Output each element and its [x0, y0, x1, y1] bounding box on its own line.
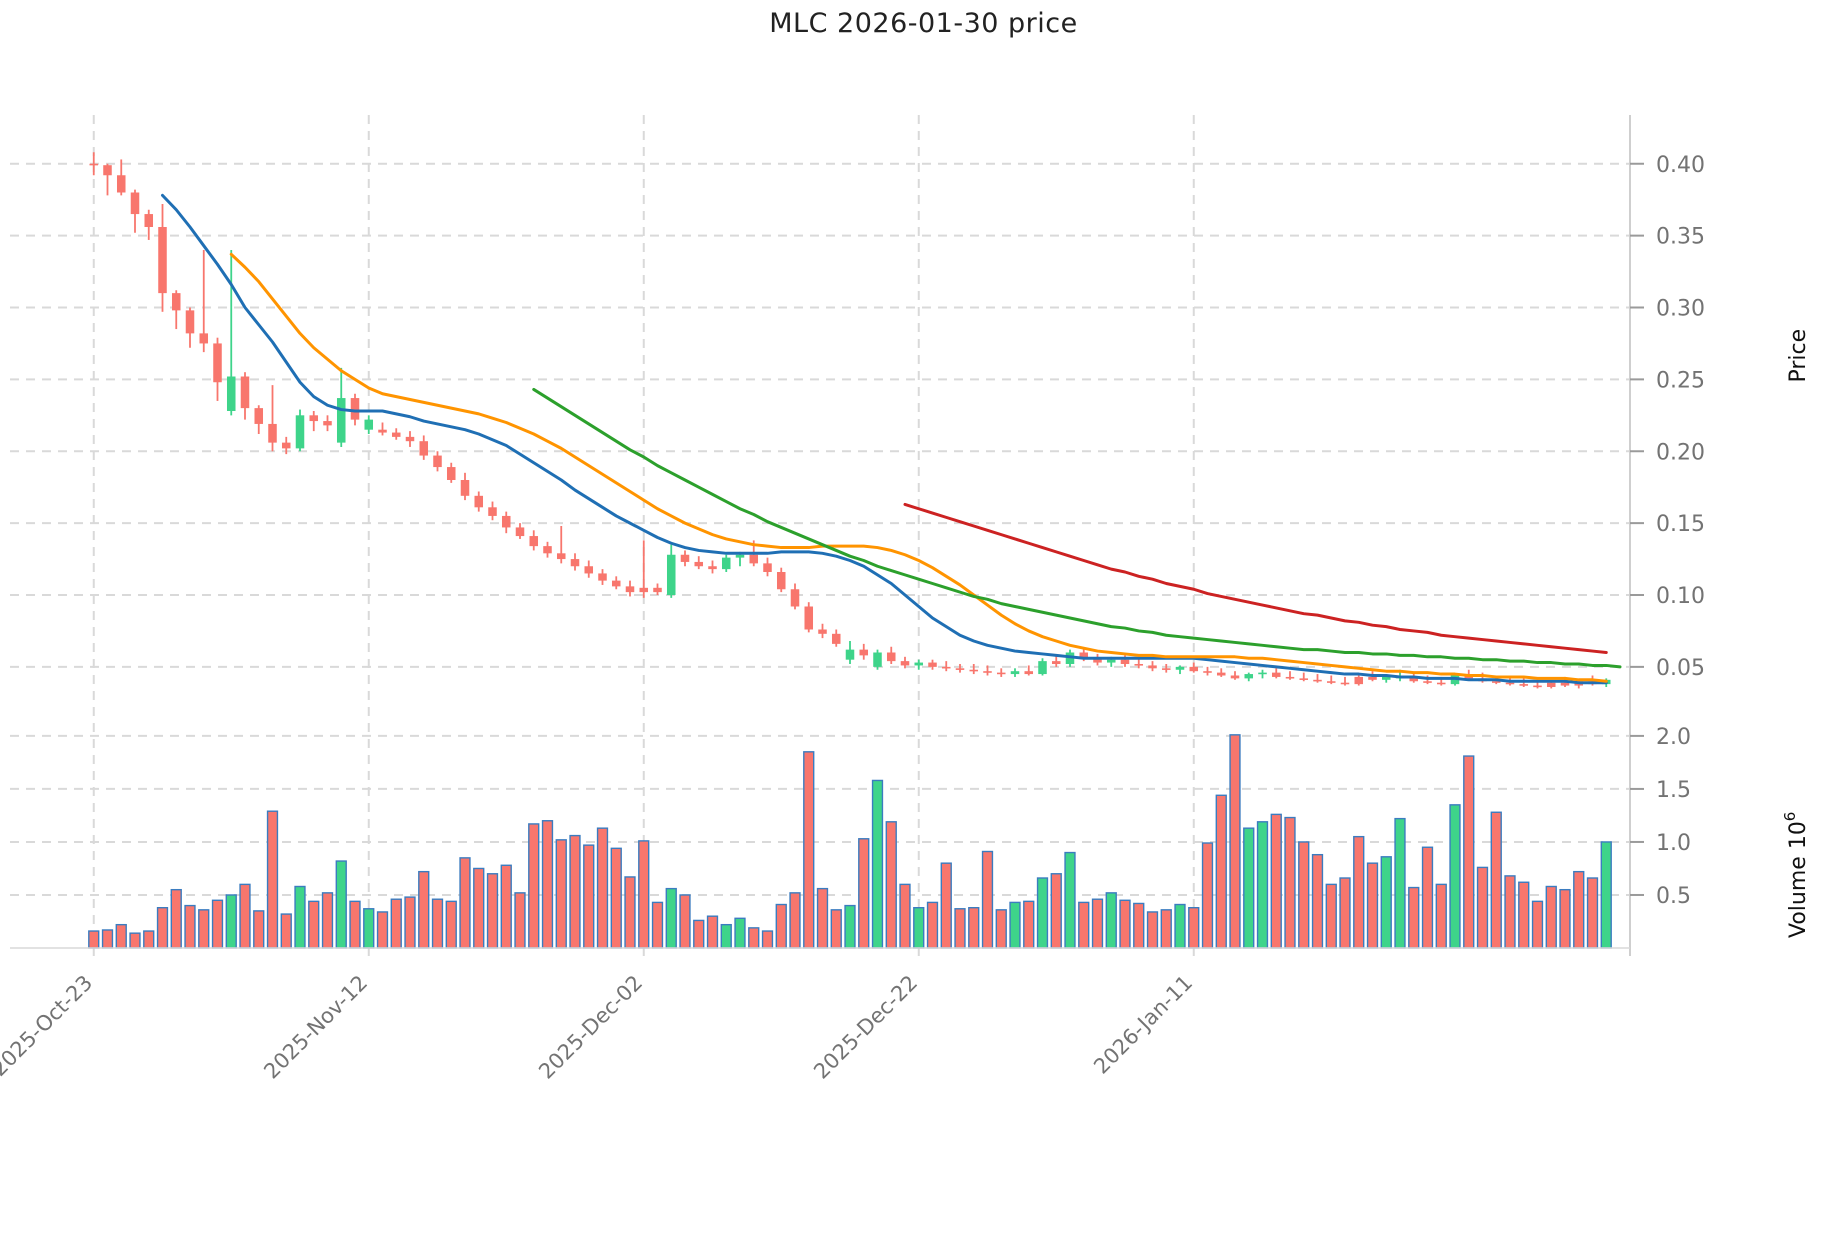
volume-bars: [10, 734, 1630, 949]
volume-axis-label: Volume 106: [1781, 812, 1811, 938]
price-tick-label: 0.30: [1656, 297, 1705, 322]
price-tick-label: 0.35: [1656, 225, 1705, 250]
x-tick-label: 2025-Oct-23: [0, 971, 97, 1081]
svg-text:Volume 10: Volume 10: [1786, 821, 1811, 938]
price-tick-label: 0.15: [1656, 512, 1705, 537]
price-tick-label: 0.05: [1656, 656, 1705, 681]
volume-tick-label: 1.0: [1656, 831, 1691, 856]
svg-text:2025-Dec-02: 2025-Dec-02: [534, 971, 647, 1084]
volume-tick-label: 1.5: [1656, 778, 1691, 803]
x-tick-label: 2025-Dec-22: [809, 971, 922, 1084]
page-title: MLC 2026-01-30 price: [769, 8, 1078, 39]
x-tick-label: 2025-Nov-12: [259, 971, 372, 1084]
svg-text:2026-Jan-11: 2026-Jan-11: [1089, 971, 1197, 1079]
price-tick-label: 0.10: [1656, 584, 1705, 609]
price-tick-label: 0.25: [1656, 368, 1705, 393]
volume-tick-label: 0.5: [1656, 884, 1691, 909]
price-tick-label: 0.20: [1656, 440, 1705, 465]
x-tick-label: 2025-Dec-02: [534, 971, 647, 1084]
gridlines: [10, 115, 1631, 956]
volume-tick-label: 2.0: [1656, 725, 1691, 750]
svg-text:2025-Nov-12: 2025-Nov-12: [259, 971, 372, 1084]
x-tick-label: 2026-Jan-11: [1089, 971, 1197, 1079]
price-tick-label: 0.40: [1656, 153, 1705, 178]
moving-average-lines: [161, 193, 1622, 685]
svg-text:6: 6: [1781, 812, 1799, 822]
svg-text:2025-Oct-23: 2025-Oct-23: [0, 971, 97, 1081]
price-axis-label: Price: [1786, 329, 1811, 383]
candlestick-series: [89, 152, 1611, 689]
svg-text:2025-Dec-22: 2025-Dec-22: [809, 971, 922, 1084]
